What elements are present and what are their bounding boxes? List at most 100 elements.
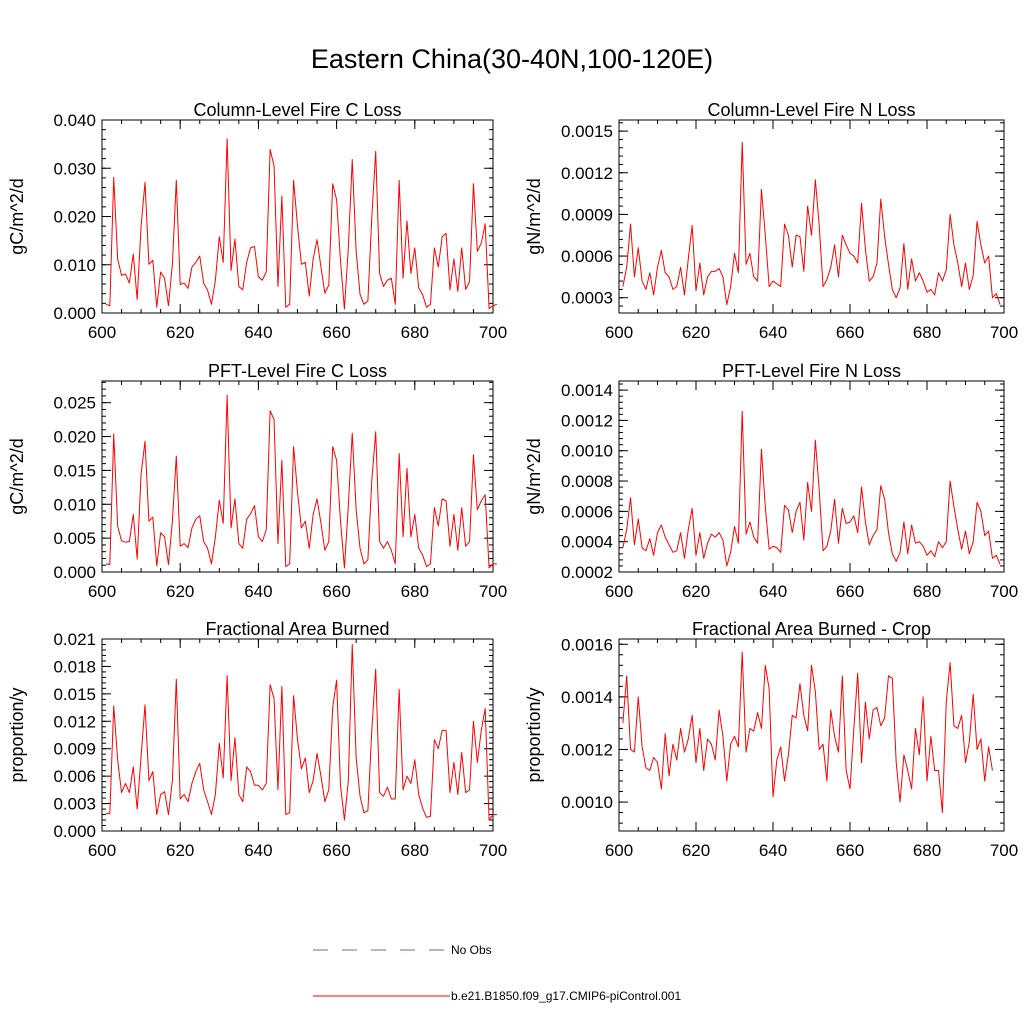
chart-panel: PFT-Level Fire C Loss gC/m^2/d 600 620 640 66… <box>7 361 507 601</box>
series-line <box>622 410 1001 567</box>
y-tick-label: 0.000 <box>53 563 96 582</box>
y-axis-label: gN/m^2/d <box>524 438 544 514</box>
x-tick-label: 600 <box>605 323 633 342</box>
x-tick-label: 620 <box>682 582 710 601</box>
chart-panel: Fractional Area Burned - Crop proportion/… <box>524 619 1018 860</box>
y-axis-label: gC/m^2/d <box>7 438 27 514</box>
x-tick-label: 600 <box>605 582 633 601</box>
chart-panel: PFT-Level Fire N Loss gN/m^2/d 600 620 640 66… <box>524 361 1018 601</box>
x-tick-label: 660 <box>322 841 350 860</box>
y-tick-label: 0.0010 <box>561 793 613 812</box>
x-tick-label: 640 <box>759 841 787 860</box>
y-tick-label: 0.0012 <box>561 740 613 759</box>
y-tick-label: 0.0006 <box>561 502 613 521</box>
y-tick-label: 0.0014 <box>561 688 613 707</box>
y-tick-label: 0.040 <box>53 111 96 130</box>
y-axis-label: gN/m^2/d <box>524 178 544 254</box>
y-tick-label: 0.0012 <box>561 164 613 183</box>
x-tick-label: 600 <box>605 841 633 860</box>
y-tick-label: 0.010 <box>53 495 96 514</box>
legend-label: No Obs <box>451 943 492 957</box>
x-tick-label: 640 <box>244 841 272 860</box>
y-tick-label: 0.0004 <box>561 533 613 552</box>
figure-title: Eastern China(30-40N,100-120E) <box>310 44 714 74</box>
x-tick-label: 660 <box>322 582 350 601</box>
chart-panel: Column-Level Fire C Loss gC/m^2/d 600 620 64… <box>7 100 507 342</box>
plot-frame <box>101 380 494 573</box>
series-line <box>105 643 497 821</box>
y-axis-label: gC/m^2/d <box>7 178 27 254</box>
x-tick-label: 600 <box>88 582 116 601</box>
y-axis-label: proportion/y <box>524 687 544 782</box>
x-tick-label: 640 <box>759 582 787 601</box>
x-tick-label: 660 <box>322 323 350 342</box>
x-tick-label: 680 <box>913 323 941 342</box>
y-tick-label: 0.0002 <box>561 563 613 582</box>
y-tick-label: 0.030 <box>53 159 96 178</box>
x-tick-label: 680 <box>913 582 941 601</box>
legend-label: b.e21.B1850.f09_g17.CMIP6-piControl.001 <box>451 989 681 1003</box>
x-tick-label: 680 <box>913 841 941 860</box>
y-tick-label: 0.0009 <box>561 205 613 224</box>
y-tick-label: 0.012 <box>53 712 96 731</box>
y-tick-label: 0.0014 <box>561 381 613 400</box>
x-tick-label: 660 <box>836 841 864 860</box>
series-line <box>105 394 497 569</box>
x-tick-label: 620 <box>166 841 194 860</box>
y-tick-label: 0.005 <box>53 529 96 548</box>
y-tick-label: 0.0010 <box>561 442 613 461</box>
x-tick-label: 600 <box>88 841 116 860</box>
x-tick-label: 700 <box>990 323 1018 342</box>
x-tick-label: 620 <box>682 841 710 860</box>
y-tick-label: 0.015 <box>53 461 96 480</box>
x-tick-label: 680 <box>401 841 429 860</box>
y-tick-label: 0.015 <box>53 685 96 704</box>
series-line <box>622 141 1001 306</box>
x-tick-label: 620 <box>166 582 194 601</box>
y-tick-label: 0.0006 <box>561 247 613 266</box>
y-tick-label: 0.021 <box>53 630 96 649</box>
chart-panel: Fractional Area Burned proportion/y 600 620… <box>7 619 507 860</box>
chart-title: PFT-Level Fire N Loss <box>722 361 901 381</box>
y-tick-label: 0.006 <box>53 767 96 786</box>
y-tick-label: 0.003 <box>53 795 96 814</box>
x-tick-label: 700 <box>479 841 507 860</box>
x-tick-label: 640 <box>244 582 272 601</box>
chart-title: Column-Level Fire N Loss <box>707 100 915 120</box>
y-tick-label: 0.0016 <box>561 635 613 654</box>
x-tick-label: 680 <box>401 582 429 601</box>
chart-panel: Column-Level Fire N Loss gN/m^2/d 600 620 64… <box>524 100 1018 342</box>
x-tick-label: 640 <box>244 323 272 342</box>
legend: No Obs b.e21.B1850.f09_g17.CMIP6-piContro… <box>313 943 681 1003</box>
series-line <box>105 138 498 310</box>
y-tick-label: 0.0015 <box>561 122 613 141</box>
y-tick-label: 0.000 <box>53 822 96 841</box>
y-tick-label: 0.020 <box>53 208 96 227</box>
x-tick-label: 620 <box>166 323 194 342</box>
x-tick-label: 640 <box>759 323 787 342</box>
x-tick-label: 700 <box>479 323 507 342</box>
y-tick-label: 0.0008 <box>561 472 613 491</box>
y-tick-label: 0.020 <box>53 428 96 447</box>
x-tick-label: 620 <box>682 323 710 342</box>
x-tick-label: 660 <box>836 582 864 601</box>
y-axis-label: proportion/y <box>7 687 27 782</box>
x-tick-label: 600 <box>88 323 116 342</box>
y-tick-label: 0.025 <box>53 394 96 413</box>
x-tick-label: 660 <box>836 323 864 342</box>
chart-title: Fractional Area Burned - Crop <box>692 619 931 639</box>
x-tick-label: 680 <box>401 323 429 342</box>
plot-frame <box>618 380 1005 573</box>
chart-title: Column-Level Fire C Loss <box>193 100 401 120</box>
y-tick-label: 0.000 <box>53 304 96 323</box>
x-tick-label: 700 <box>479 582 507 601</box>
series-line <box>622 651 993 814</box>
plot-frame <box>101 119 494 314</box>
y-tick-label: 0.010 <box>53 256 96 275</box>
chart-title: Fractional Area Burned <box>205 619 389 639</box>
y-tick-label: 0.0003 <box>561 289 613 308</box>
x-tick-label: 700 <box>990 841 1018 860</box>
y-tick-label: 0.009 <box>53 740 96 759</box>
x-tick-label: 700 <box>990 582 1018 601</box>
